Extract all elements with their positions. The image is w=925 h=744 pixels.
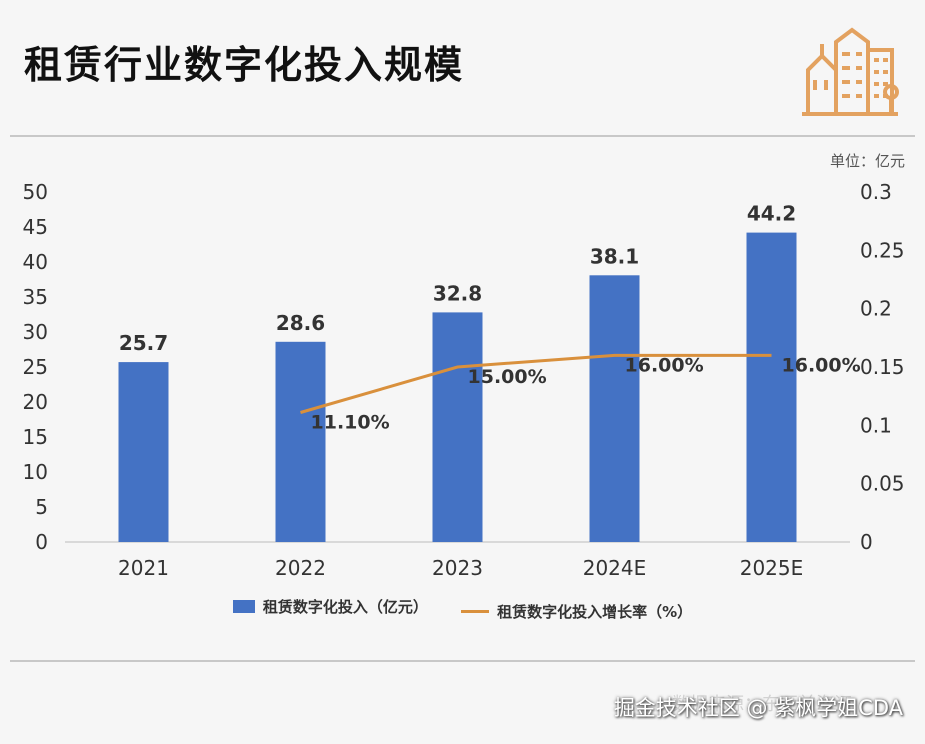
left-axis-tick: 50 <box>23 180 48 204</box>
line-value-label: 15.00% <box>468 366 547 388</box>
bar <box>589 275 640 542</box>
left-axis-tick: 15 <box>23 425 48 449</box>
left-axis-tick: 25 <box>23 355 48 379</box>
bar-value-label: 28.6 <box>276 311 325 335</box>
bar <box>746 232 797 542</box>
series-line <box>300 353 772 414</box>
left-axis-tick: 10 <box>23 460 48 484</box>
right-axis-tick: 0.05 <box>860 472 905 496</box>
source-watermark: 数据来源：东亚前海证 <box>672 694 852 715</box>
line-value-label: 11.10% <box>311 412 390 434</box>
right-axis-tick: 0.1 <box>860 413 892 437</box>
bar-value-label: 38.1 <box>590 244 639 268</box>
left-axis-tick: 30 <box>23 320 48 344</box>
bar <box>118 362 169 542</box>
bar-value-label: 32.8 <box>433 281 482 305</box>
city-buildings-icon <box>802 27 899 116</box>
header-divider <box>10 135 915 137</box>
bar-value-label: 44.2 <box>747 202 796 226</box>
legend-swatch-line <box>461 610 490 613</box>
left-axis-tick: 5 <box>35 495 48 519</box>
x-axis-tick: 2025E <box>740 556 804 580</box>
legend-item-bar: 租赁数字化投入（亿元） <box>232 596 428 617</box>
combo-chart: 0 5 10 15 20 25 30 35 40 45 50 0 0.05 0.1 0.15 0.2 0.25 0… <box>23 180 905 580</box>
right-axis-tick: 0.15 <box>860 355 905 379</box>
right-axis-tick: 0.25 <box>860 238 905 262</box>
right-axis-tick: 0.2 <box>860 297 892 321</box>
left-axis-tick: 20 <box>23 390 48 414</box>
line-value-label: 16.00% <box>625 354 704 376</box>
chart-legend: 租赁数字化投入（亿元） 租赁数字化投入增长率（%） <box>0 596 925 622</box>
left-axis-tick: 35 <box>23 285 48 309</box>
footer-divider <box>10 660 915 662</box>
line-value-label: 16.00% <box>782 354 861 376</box>
footer-watermark: 掘金技术社区 @ 紫枫学姐CDA <box>613 696 903 720</box>
unit-note: 单位：亿元 <box>829 152 905 170</box>
bar-value-label: 25.7 <box>119 331 168 355</box>
left-axis-tick: 45 <box>23 215 48 239</box>
legend-swatch-bar <box>232 600 255 613</box>
right-axis-tick: 0.3 <box>860 180 892 204</box>
legend-item-line: 租赁数字化投入增长率（%） <box>461 601 692 622</box>
legend-label-line: 租赁数字化投入增长率（%） <box>497 603 693 621</box>
page-title: 租赁行业数字化投入规模 <box>24 43 465 87</box>
x-axis-tick: 2021 <box>118 556 169 580</box>
x-axis-tick: 2022 <box>275 556 326 580</box>
x-axis-tick: 2024E <box>583 556 647 580</box>
right-axis-tick: 0 <box>860 530 873 554</box>
bar <box>275 341 326 542</box>
legend-label-bar: 租赁数字化投入（亿元） <box>262 598 428 616</box>
bar <box>432 312 483 542</box>
left-axis-tick: 40 <box>23 250 48 274</box>
x-axis-tick: 2023 <box>432 556 483 580</box>
left-axis-tick: 0 <box>35 530 48 554</box>
